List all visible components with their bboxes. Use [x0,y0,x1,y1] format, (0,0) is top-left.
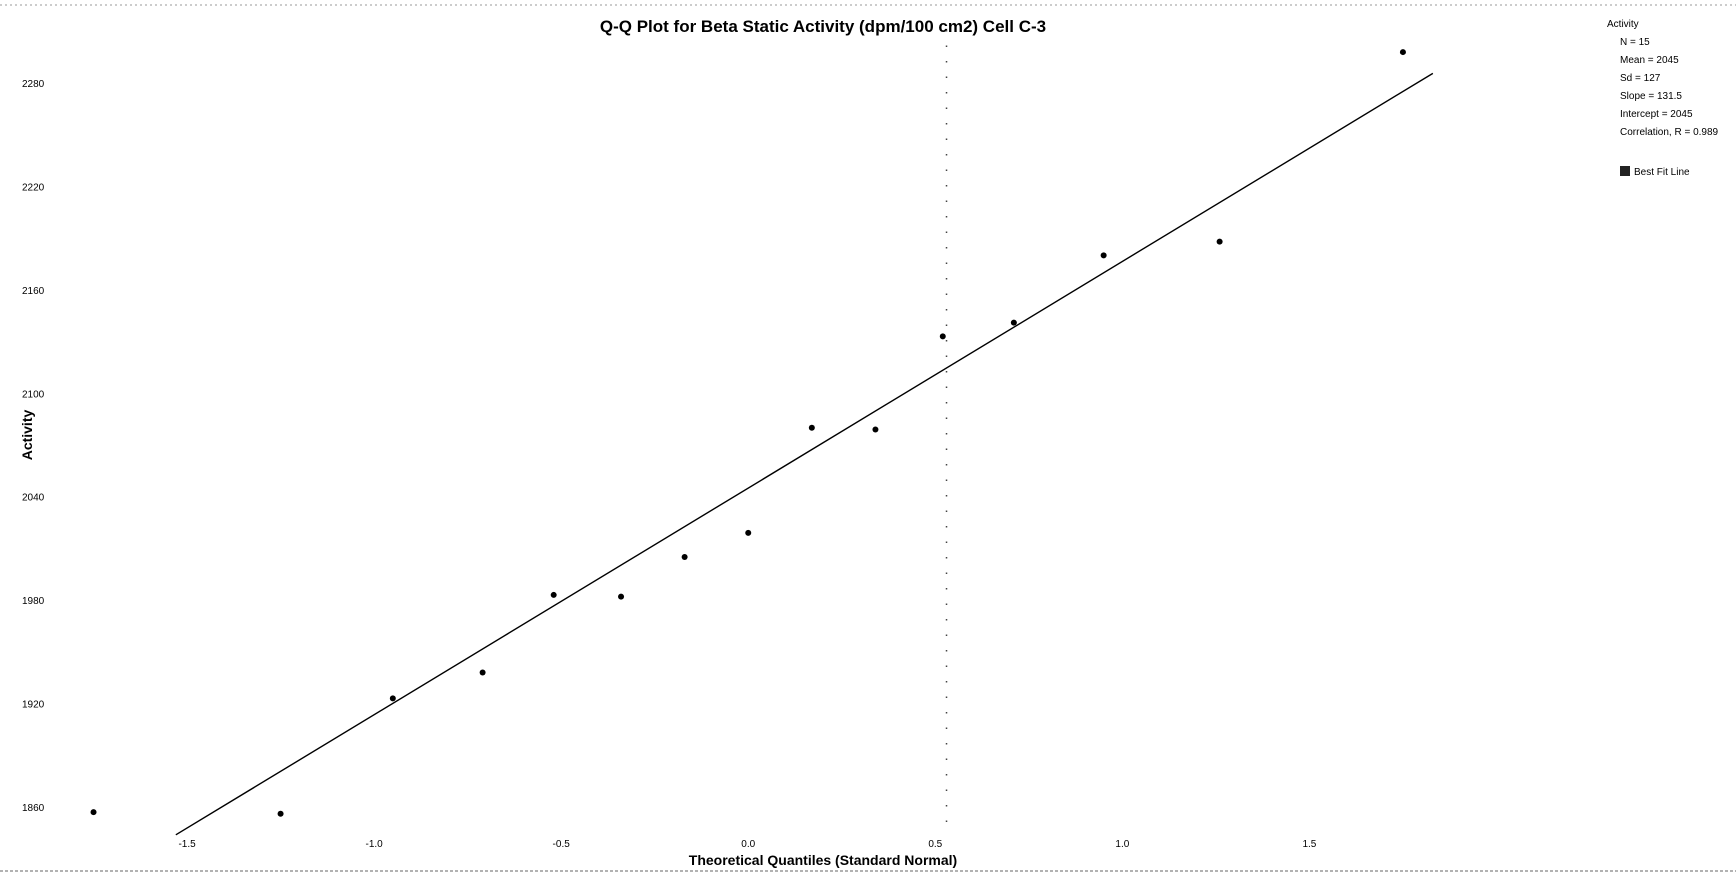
y-tick-label: 2160 [22,286,45,297]
data-point [618,593,625,600]
x-tick-label: 1.0 [1115,839,1129,850]
data-point [1216,238,1223,245]
chart-title: Q-Q Plot for Beta Static Activity (dpm/1… [600,17,1046,36]
best-fit-line-layer [175,72,1434,836]
x-axis-label: Theoretical Quantiles (Standard Normal) [689,852,957,868]
legend-stat-n: N = 15 [1620,37,1650,48]
y-tick-label: 2100 [22,389,45,400]
data-point [479,669,486,676]
data-point [550,591,557,598]
legend-stat-sd: Sd = 127 [1620,73,1661,84]
legend-stat-slope: Slope = 131.5 [1620,91,1682,102]
x-tick-labels: -1.5 -1.0 -0.5 0.0 0.5 1.0 1.5 [178,839,1316,850]
data-point [1100,252,1107,259]
data-point [389,695,396,702]
data-point [872,426,879,433]
data-point [1010,319,1017,326]
y-tick-label: 1980 [22,596,45,607]
legend-swatch-best-fit-line [1620,166,1630,176]
data-point [808,424,815,431]
y-tick-label: 2280 [22,79,45,90]
legend: Activity N = 15 Mean = 2045 Sd = 127 Slo… [1607,19,1719,178]
data-point [90,809,97,816]
y-tick-label: 2040 [22,493,45,504]
data-point [277,810,284,817]
data-point [745,529,752,536]
best-fit-line [175,72,1434,836]
legend-stat-correlation: Correlation, R = 0.989 [1620,127,1719,138]
legend-heading: Activity [1607,19,1639,30]
y-tick-label: 1860 [22,803,45,814]
legend-stat-mean: Mean = 2045 [1620,55,1679,66]
x-tick-label: -0.5 [553,839,571,850]
y-axis-label: Activity [19,410,35,461]
legend-entry-best-fit-line: Best Fit Line [1634,167,1690,178]
legend-stat-intercept: Intercept = 2045 [1620,109,1693,120]
data-point [939,333,946,340]
data-point [681,554,688,561]
x-tick-label: 1.5 [1302,839,1316,850]
y-tick-labels: 1860 1920 1980 2040 2100 2160 2220 2280 [22,79,45,814]
x-tick-label: -1.5 [178,839,196,850]
y-tick-label: 2220 [22,182,45,193]
x-tick-label: 0.0 [741,839,755,850]
data-point [1399,49,1406,56]
data-points [90,49,1406,817]
x-tick-label: 0.5 [928,839,942,850]
y-tick-label: 1920 [22,700,45,711]
x-tick-label: -1.0 [366,839,384,850]
